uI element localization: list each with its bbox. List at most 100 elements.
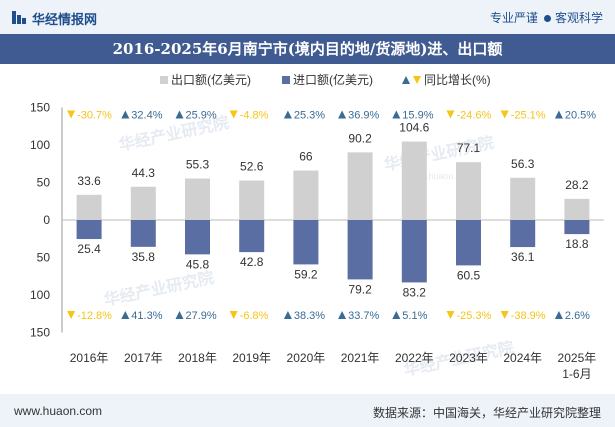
y-tick-label: 150 xyxy=(30,326,50,340)
legend-label: 同比增长(%) xyxy=(424,73,491,87)
up-arrow-icon xyxy=(283,110,292,119)
export-value-label: 77.1 xyxy=(457,141,481,155)
import-bar xyxy=(185,220,210,255)
chart: 华经产业研究院华经产业研究院华经产业研究院华经产业研究院www.huaon.co… xyxy=(30,72,604,381)
x-tick-label: 2023年 xyxy=(449,351,488,365)
top-bar xyxy=(0,0,615,34)
import-value-label: 25.4 xyxy=(77,242,101,256)
import-bar xyxy=(456,220,481,266)
export-bar xyxy=(76,194,102,220)
x-tick-label: 2021年 xyxy=(341,351,380,365)
export-bar xyxy=(564,198,590,220)
y-tick-label: 100 xyxy=(30,138,50,152)
up-arrow-icon xyxy=(554,311,563,319)
export-growth-label: 15.9% xyxy=(402,110,433,122)
export-growth-label: -25.1% xyxy=(511,110,546,122)
up-arrow-icon xyxy=(283,311,292,319)
legend-up-icon xyxy=(402,76,410,84)
legend-swatch xyxy=(160,76,168,84)
export-value-label: 56.3 xyxy=(511,157,535,171)
down-arrow-icon xyxy=(500,110,509,119)
down-arrow-icon xyxy=(500,311,509,319)
up-arrow-icon xyxy=(392,311,401,319)
import-value-label: 45.8 xyxy=(186,257,210,271)
title-bar xyxy=(0,34,615,64)
footer-bar xyxy=(0,394,615,427)
footer-url[interactable]: www.huaon.com xyxy=(14,404,103,418)
import-growth-label: 2.6% xyxy=(565,310,590,322)
up-arrow-icon xyxy=(554,110,563,119)
watermark-url: www.huaon.com xyxy=(406,171,473,181)
down-arrow-icon xyxy=(229,311,238,319)
x-tick-label: 2025年 xyxy=(558,351,597,365)
watermark-text: 华经产业研究院 xyxy=(102,268,216,310)
import-bar xyxy=(347,220,373,280)
import-growth-label: -12.8% xyxy=(77,310,112,322)
import-bar xyxy=(293,220,319,265)
import-value-label: 35.8 xyxy=(132,250,156,264)
export-value-label: 28.2 xyxy=(565,178,589,192)
import-value-label: 59.2 xyxy=(294,267,318,281)
legend-down-icon xyxy=(413,76,421,84)
chart-title: 2016-2025年6月南宁市(境内目的地/货源地)进、出口额 xyxy=(112,40,503,58)
import-growth-label: 41.3% xyxy=(131,310,162,322)
import-bar xyxy=(564,220,590,235)
legend-label: 进口额(亿美元) xyxy=(293,72,373,87)
import-bar xyxy=(510,220,536,248)
y-tick-label: 0 xyxy=(43,213,50,227)
tagline: 专业严谨 客观科学 xyxy=(490,9,603,26)
y-tick-label: 50 xyxy=(37,251,51,265)
import-bar xyxy=(130,220,156,247)
footer-source: 数据来源：中国海关，华经产业研究院整理 xyxy=(372,406,601,420)
export-bar xyxy=(185,178,210,220)
down-arrow-icon xyxy=(229,110,238,119)
import-growth-label: -38.9% xyxy=(511,310,546,322)
down-arrow-icon xyxy=(67,110,76,119)
tagline-right: 客观科学 xyxy=(554,11,603,25)
export-bar xyxy=(130,186,156,220)
up-arrow-icon xyxy=(175,110,184,119)
import-growth-label: 33.7% xyxy=(348,310,379,322)
export-bar xyxy=(239,180,265,220)
x-tick-label: 2016年 xyxy=(70,351,109,365)
dot-icon xyxy=(543,14,551,22)
logo-text: 华经情报网 xyxy=(32,12,98,27)
import-value-label: 18.8 xyxy=(565,237,589,251)
import-growth-label: -6.8% xyxy=(240,310,269,322)
import-bar xyxy=(239,220,265,253)
down-arrow-icon xyxy=(446,110,455,119)
export-value-label: 104.6 xyxy=(399,121,429,135)
x-tick-label: 2018年 xyxy=(178,351,217,365)
export-growth-label: 25.3% xyxy=(294,110,325,122)
export-bar xyxy=(456,162,481,220)
import-growth-label: 27.9% xyxy=(186,310,217,322)
export-value-label: 33.6 xyxy=(77,174,101,188)
y-tick-label: 100 xyxy=(30,288,50,302)
up-arrow-icon xyxy=(392,110,401,119)
export-growth-label: 36.9% xyxy=(348,110,379,122)
y-tick-label: 150 xyxy=(30,101,50,115)
import-bar xyxy=(401,220,427,283)
export-value-label: 66 xyxy=(299,150,313,164)
import-value-label: 42.8 xyxy=(240,255,264,269)
import-growth-label: 5.1% xyxy=(402,310,427,322)
export-growth-label: 32.4% xyxy=(131,110,162,122)
export-growth-label: 25.9% xyxy=(186,110,217,122)
up-arrow-icon xyxy=(121,311,130,319)
down-arrow-icon xyxy=(67,311,76,319)
y-tick-label: 50 xyxy=(37,176,51,190)
export-value-label: 52.6 xyxy=(240,160,264,174)
logo-icon xyxy=(12,11,26,24)
export-value-label: 44.3 xyxy=(132,166,156,180)
legend-label: 出口额(亿美元) xyxy=(171,72,251,87)
export-bar xyxy=(293,170,319,220)
x-tick-label: 2019年 xyxy=(232,351,271,365)
up-arrow-icon xyxy=(121,110,130,119)
import-value-label: 79.2 xyxy=(348,282,372,296)
up-arrow-icon xyxy=(338,311,347,319)
x-tick-label: 1-6月 xyxy=(562,367,591,381)
x-tick-label: 2024年 xyxy=(503,351,542,365)
x-tick-label: 2022年 xyxy=(395,351,434,365)
import-value-label: 83.2 xyxy=(403,285,427,299)
export-growth-label: -24.6% xyxy=(457,110,492,122)
